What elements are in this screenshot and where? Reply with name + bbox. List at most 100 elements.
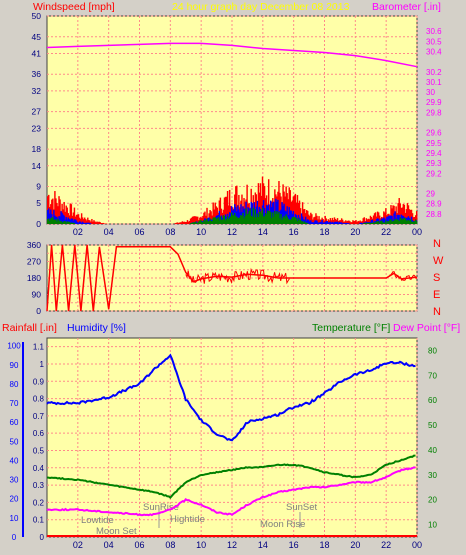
wind-avg-bar bbox=[345, 223, 347, 224]
wind-avg-bar bbox=[74, 219, 77, 224]
compass-label-w: W bbox=[433, 255, 444, 267]
event-hightide: Hightide bbox=[170, 514, 205, 525]
wind-avg-bar bbox=[306, 220, 308, 224]
wind-low-bar bbox=[373, 222, 376, 224]
wind-low-bar bbox=[230, 212, 233, 224]
wind-avg-bar bbox=[85, 222, 87, 224]
wind-low-bar bbox=[253, 217, 256, 224]
x-tick-label: 18 bbox=[319, 227, 329, 237]
wind-gust-bar bbox=[190, 217, 193, 224]
wind-avg-bar bbox=[196, 221, 198, 224]
wind-low-bar bbox=[247, 213, 249, 224]
wind-low-bar bbox=[195, 221, 197, 224]
wind-gust-bar bbox=[90, 221, 92, 224]
wind-gust-bar bbox=[267, 179, 270, 224]
wind-avg-bar bbox=[279, 210, 281, 224]
wind-low-bar bbox=[394, 219, 396, 224]
wind-gust-bar bbox=[320, 219, 322, 224]
wind-low-bar bbox=[242, 212, 244, 224]
compass-label-n-top: N bbox=[433, 238, 441, 250]
wind-avg-bar bbox=[282, 205, 284, 224]
wind-low-bar bbox=[279, 218, 281, 224]
temperature-tick-label: 30 bbox=[428, 471, 437, 480]
humidity-tick-label: 100 bbox=[7, 342, 21, 351]
wind-low-bar bbox=[274, 211, 276, 224]
wind-low-bar bbox=[212, 217, 214, 224]
x-tick-label: 10 bbox=[196, 540, 206, 550]
wind-gust-bar bbox=[372, 215, 375, 224]
wind-low-bar bbox=[229, 216, 232, 224]
wind-gust-bar bbox=[76, 214, 79, 224]
wind-gust-bar bbox=[294, 193, 297, 224]
wind-gust-bar bbox=[202, 215, 204, 224]
direction-panel-axes: 0 90 180 270 360 bbox=[27, 240, 41, 316]
humidity-tick-label: 50 bbox=[10, 437, 19, 446]
wind-gust-bar bbox=[57, 206, 59, 224]
wind-low-bar bbox=[68, 221, 71, 224]
wind-low-bar bbox=[290, 219, 293, 224]
wind-avg-bar bbox=[80, 222, 83, 224]
x-tick-label: 22 bbox=[381, 540, 391, 550]
wind-avg-bar bbox=[393, 213, 395, 224]
wind-avg-bar bbox=[84, 222, 86, 224]
wind-avg-bar bbox=[326, 221, 328, 224]
wind-gust-bar bbox=[188, 220, 191, 224]
wind-gust-bar bbox=[308, 214, 310, 224]
wind-avg-bar bbox=[315, 220, 317, 224]
windspeed-tick-label: 5 bbox=[36, 198, 41, 208]
wind-gust-bar bbox=[79, 218, 82, 224]
wind-avg-bar bbox=[58, 216, 60, 224]
wind-avg-bar bbox=[319, 222, 321, 224]
wind-gust-bar bbox=[92, 221, 94, 224]
wind-avg-bar bbox=[61, 212, 63, 224]
wind-avg-bar bbox=[336, 221, 339, 224]
wind-low-bar bbox=[211, 221, 213, 224]
wind-low-bar bbox=[389, 219, 391, 224]
rainfall-tick-label: 1.1 bbox=[33, 343, 45, 352]
wind-avg-bar bbox=[343, 223, 345, 224]
wind-gust-bar bbox=[346, 221, 348, 224]
wind-avg-bar bbox=[370, 220, 373, 224]
wind-avg-bar bbox=[348, 223, 350, 224]
wind-low-bar bbox=[208, 221, 210, 224]
wind-avg-bar bbox=[337, 222, 340, 224]
wind-low-bar bbox=[409, 219, 412, 224]
wind-low-bar bbox=[300, 221, 303, 224]
wind-gust-bar bbox=[87, 217, 89, 224]
wind-low-bar bbox=[47, 219, 49, 224]
wind-low-bar bbox=[69, 222, 72, 224]
x-tick-label: 16 bbox=[289, 540, 299, 550]
wind-low-bar bbox=[291, 217, 294, 224]
wind-gust-bar bbox=[257, 183, 260, 224]
wind-avg-bar bbox=[387, 216, 389, 224]
wind-gust-bar bbox=[63, 201, 65, 224]
wind-gust-bar bbox=[177, 222, 179, 224]
wind-gust-bar bbox=[54, 191, 56, 224]
barometer-tick-label: 29 bbox=[426, 190, 435, 199]
x-tick-label: 02 bbox=[73, 227, 83, 237]
wind-gust-bar bbox=[103, 223, 105, 224]
wind-low-bar bbox=[408, 220, 411, 224]
wind-avg-bar bbox=[384, 218, 386, 224]
wind-gust-bar bbox=[315, 213, 317, 224]
wind-gust-bar bbox=[313, 217, 315, 224]
wind-gust-bar bbox=[333, 217, 336, 224]
barometer-tick-label: 29.5 bbox=[426, 139, 442, 148]
wind-avg-bar bbox=[320, 221, 322, 224]
wind-avg-bar bbox=[73, 219, 76, 224]
wind-gust-bar bbox=[175, 222, 177, 224]
wind-low-bar bbox=[190, 223, 193, 224]
x-tick-label: 18 bbox=[319, 540, 329, 550]
wind-low-bar bbox=[234, 212, 236, 224]
wind-gust-bar bbox=[105, 223, 108, 224]
wind-gust-bar bbox=[69, 203, 72, 224]
wind-low-bar bbox=[220, 219, 223, 224]
wind-avg-bar bbox=[386, 216, 388, 224]
wind-gust-bar bbox=[298, 200, 301, 224]
wind-avg-bar bbox=[397, 214, 399, 224]
wind-gust-bar bbox=[317, 219, 319, 224]
wind-gust-bar bbox=[285, 186, 287, 224]
wind-low-bar bbox=[405, 220, 408, 224]
wind-avg-bar bbox=[70, 218, 73, 224]
wind-avg-bar bbox=[256, 200, 259, 224]
